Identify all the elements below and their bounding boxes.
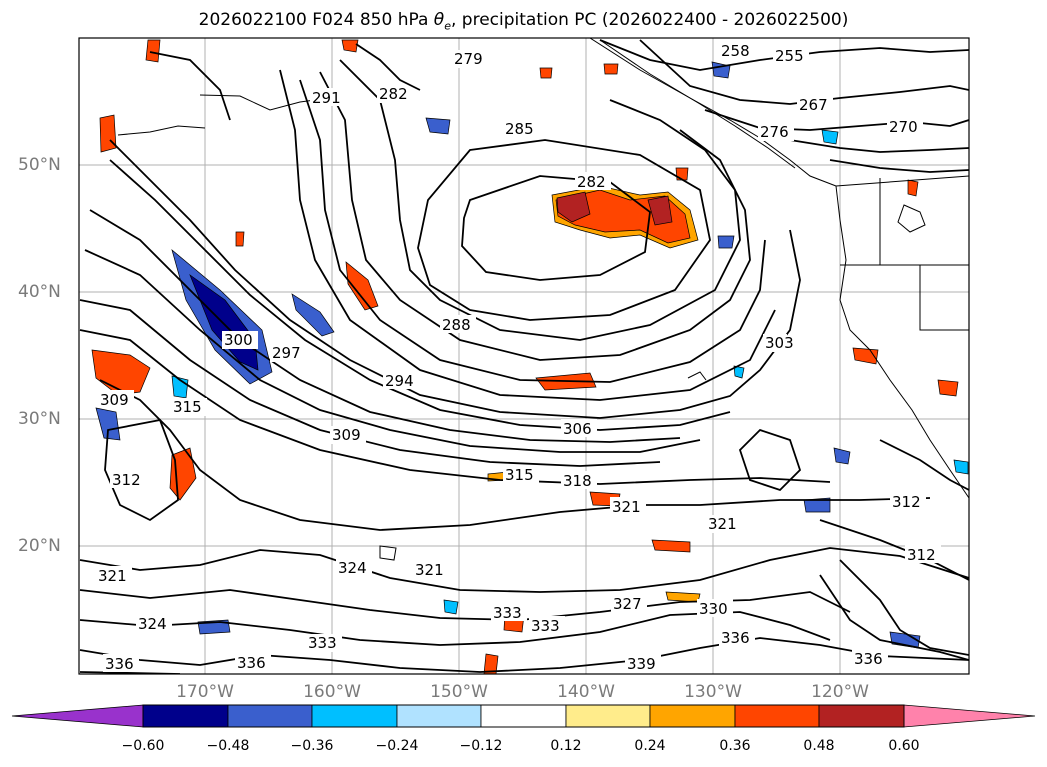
contour-label: 282: [379, 85, 408, 103]
colorbar-segment: [142, 704, 229, 728]
contour-label: 321: [612, 498, 641, 516]
colorbar-segment: [818, 704, 905, 728]
contour-label: 321: [98, 567, 127, 585]
longitude-label: 170°W: [176, 682, 234, 702]
colorbar-segment: [227, 704, 313, 728]
longitude-label: 150°W: [430, 682, 488, 702]
contour-label: 318: [563, 472, 592, 490]
contour-label: 276: [760, 123, 789, 141]
theta-subscript: e: [444, 19, 451, 33]
contour-labels: 279 282 285 282 288 294 297 300 303 306 …: [96, 42, 941, 673]
theta-e-contours: [79, 39, 969, 674]
contour-label: 258: [721, 42, 750, 60]
contour-label: 270: [889, 118, 918, 136]
contour-label: 333: [493, 604, 522, 622]
colorbar-tick-label: 0.36: [719, 738, 751, 754]
colorbar-tick-label: −0.12: [459, 738, 503, 754]
contour-label: 312: [907, 546, 936, 564]
colorbar-tick-label: −0.36: [290, 738, 334, 754]
colorbar-tick-label: −0.60: [121, 738, 165, 754]
latitude-label: 40°N: [18, 282, 61, 302]
colorbar-tick-label: 0.60: [888, 738, 920, 754]
contour-label: 336: [721, 629, 750, 647]
colorbar-segment: [396, 704, 482, 728]
colorbar-tick-label: 0.12: [550, 738, 582, 754]
title-main: 2026022100 F024 850 hPa: [198, 10, 434, 30]
contour-label: 303: [765, 334, 794, 352]
colorbar-extend-low: [11, 704, 144, 728]
contour-label: 279: [454, 50, 483, 68]
contour-label: 333: [308, 634, 337, 652]
contour-label: 309: [332, 426, 361, 444]
title-rest: , precipitation PC (2026022400 - 2026022…: [450, 10, 849, 30]
colorbar: [11, 704, 1036, 728]
latitude-label: 50°N: [18, 155, 61, 175]
contour-label: 315: [173, 398, 202, 416]
contour-label: 294: [385, 372, 414, 390]
colorbar-tick-label: 0.24: [634, 738, 666, 754]
colorbar-tick-label: −0.24: [375, 738, 419, 754]
contour-label: 312: [892, 493, 921, 511]
contour-label: 336: [237, 654, 266, 672]
contour-label: 339: [627, 655, 656, 673]
colorbar-segment: [480, 704, 567, 728]
colorbar-segment: [649, 704, 736, 728]
contour-label: 321: [415, 561, 444, 579]
contour-label: 309: [100, 391, 129, 409]
longitude-label: 160°W: [303, 682, 361, 702]
contour-label: 324: [338, 559, 367, 577]
contour-label: 312: [112, 471, 141, 489]
contour-label: 285: [505, 120, 534, 138]
longitude-label: 120°W: [811, 682, 869, 702]
plot-border: [78, 37, 970, 675]
contour-label: 321: [708, 515, 737, 533]
contour-label: 255: [775, 47, 804, 65]
contour-label: 282: [577, 173, 606, 191]
precip-positive-areas: [91, 39, 959, 674]
colorbar-segment: [565, 704, 651, 728]
colorbar-tick-label: −0.48: [206, 738, 250, 754]
colorbar-extend-high: [903, 704, 1036, 728]
contour-label: 291: [312, 89, 341, 107]
contour-label: 267: [799, 96, 828, 114]
contour-label: 333: [531, 617, 560, 635]
contour-label: 327: [613, 595, 642, 613]
contour-label: 315: [505, 466, 534, 484]
contour-label: 330: [699, 600, 728, 618]
colorbar-segment: [734, 704, 820, 728]
contour-label: 300: [224, 331, 253, 349]
longitude-label: 130°W: [684, 682, 742, 702]
colorbar-segment: [311, 704, 398, 728]
contour-label: 324: [138, 615, 167, 633]
contour-label: 336: [105, 655, 134, 673]
latitude-label: 20°N: [18, 536, 61, 556]
contour-label: 306: [563, 420, 592, 438]
contour-label: 297: [272, 344, 301, 362]
longitude-label: 140°W: [557, 682, 615, 702]
theta-symbol: θ: [433, 10, 445, 30]
colorbar-tick-label: 0.48: [803, 738, 835, 754]
map-title: 2026022100 F024 850 hPa θe, precipitatio…: [0, 10, 1047, 32]
contour-label: 336: [854, 650, 883, 668]
contour-label: 288: [442, 316, 471, 334]
latitude-label: 30°N: [18, 409, 61, 429]
